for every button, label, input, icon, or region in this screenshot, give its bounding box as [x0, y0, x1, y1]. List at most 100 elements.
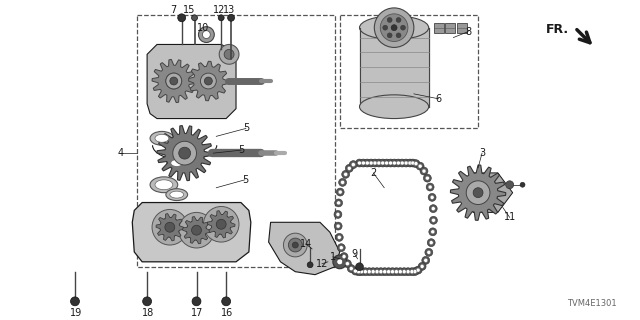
Circle shape: [365, 161, 369, 165]
Text: 5: 5: [243, 124, 249, 133]
Text: 19: 19: [70, 308, 82, 318]
Circle shape: [408, 268, 416, 276]
Circle shape: [220, 44, 239, 64]
Circle shape: [358, 161, 362, 165]
Circle shape: [428, 185, 432, 189]
Circle shape: [468, 183, 488, 203]
Circle shape: [383, 25, 388, 30]
Circle shape: [381, 161, 385, 165]
Polygon shape: [207, 211, 235, 238]
Text: 18: 18: [142, 308, 154, 318]
Circle shape: [387, 159, 394, 167]
Circle shape: [390, 159, 398, 167]
Circle shape: [336, 212, 340, 216]
Text: 14: 14: [300, 239, 312, 249]
Circle shape: [369, 268, 377, 276]
Circle shape: [289, 238, 302, 252]
Circle shape: [351, 267, 360, 275]
Circle shape: [337, 259, 343, 265]
Text: 11: 11: [504, 212, 516, 222]
Ellipse shape: [170, 191, 184, 198]
Circle shape: [381, 268, 388, 276]
Circle shape: [373, 161, 377, 165]
Circle shape: [166, 73, 182, 89]
Circle shape: [360, 270, 364, 274]
Circle shape: [204, 77, 212, 85]
Circle shape: [349, 267, 353, 270]
Circle shape: [152, 210, 188, 245]
Circle shape: [339, 179, 346, 186]
Circle shape: [344, 172, 348, 176]
Polygon shape: [451, 165, 506, 220]
Text: 10: 10: [197, 23, 209, 33]
Circle shape: [221, 297, 230, 306]
Circle shape: [344, 260, 351, 268]
Text: 17: 17: [191, 308, 204, 318]
Circle shape: [371, 159, 379, 167]
Text: 7: 7: [171, 5, 177, 15]
Circle shape: [400, 161, 404, 165]
Circle shape: [356, 159, 364, 167]
Circle shape: [383, 270, 387, 274]
Text: 15: 15: [184, 5, 196, 15]
Text: 12: 12: [316, 259, 328, 269]
Circle shape: [187, 220, 206, 240]
Circle shape: [396, 268, 404, 276]
Circle shape: [414, 266, 422, 274]
Circle shape: [428, 193, 436, 201]
Ellipse shape: [155, 180, 173, 190]
Circle shape: [408, 161, 412, 165]
Circle shape: [377, 161, 381, 165]
Circle shape: [429, 205, 437, 212]
Circle shape: [70, 297, 79, 306]
Circle shape: [356, 263, 364, 271]
Circle shape: [422, 169, 426, 173]
Circle shape: [398, 270, 403, 274]
Text: 5: 5: [242, 175, 248, 185]
Ellipse shape: [166, 189, 188, 201]
Circle shape: [175, 143, 195, 163]
Circle shape: [216, 219, 226, 229]
Circle shape: [392, 268, 401, 276]
Circle shape: [411, 161, 415, 165]
Circle shape: [200, 73, 216, 89]
Circle shape: [173, 141, 196, 165]
Circle shape: [391, 25, 397, 31]
Circle shape: [202, 31, 211, 38]
Circle shape: [429, 228, 436, 236]
Text: 9: 9: [351, 249, 358, 259]
Circle shape: [360, 159, 367, 167]
Circle shape: [424, 258, 428, 262]
Polygon shape: [182, 217, 211, 244]
Circle shape: [430, 196, 434, 199]
Circle shape: [425, 248, 433, 256]
Circle shape: [387, 270, 390, 274]
Circle shape: [396, 18, 401, 22]
Circle shape: [402, 270, 406, 274]
Circle shape: [192, 297, 201, 306]
Text: 6: 6: [435, 94, 442, 104]
Circle shape: [349, 161, 357, 169]
Circle shape: [348, 166, 351, 170]
Circle shape: [307, 262, 313, 268]
Circle shape: [364, 159, 371, 167]
Circle shape: [358, 268, 365, 276]
Circle shape: [178, 14, 186, 22]
Circle shape: [351, 163, 355, 167]
Circle shape: [201, 74, 216, 88]
Circle shape: [337, 236, 341, 239]
Circle shape: [409, 159, 417, 167]
Circle shape: [334, 222, 342, 230]
Text: 13: 13: [223, 5, 236, 15]
Circle shape: [400, 268, 408, 276]
Circle shape: [387, 18, 392, 22]
Circle shape: [338, 190, 342, 194]
Circle shape: [191, 225, 202, 235]
Circle shape: [211, 214, 231, 234]
Circle shape: [428, 239, 435, 247]
Circle shape: [342, 171, 349, 178]
Polygon shape: [269, 222, 340, 275]
Circle shape: [394, 270, 398, 274]
Circle shape: [392, 161, 396, 165]
Circle shape: [337, 244, 345, 252]
